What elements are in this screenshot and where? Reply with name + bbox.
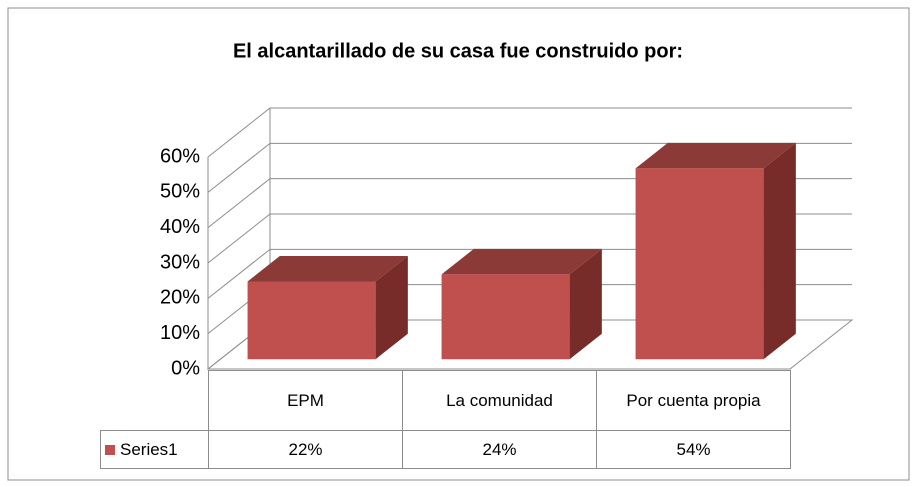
legend-cell: Series1 — [100, 430, 209, 469]
category-row: EPM La comunidad Por cuenta propia — [100, 370, 791, 431]
value-label: 24% — [402, 430, 597, 469]
series-row: Series1 22% 24% 54% — [100, 430, 791, 469]
bar — [247, 281, 376, 360]
value-label: 54% — [596, 430, 791, 469]
bar-side — [763, 142, 796, 360]
value-label: 22% — [208, 430, 403, 469]
bar — [441, 274, 570, 360]
legend-key — [105, 444, 115, 455]
y-tick-label: 50% — [160, 181, 200, 203]
y-tick-label: 20% — [160, 287, 200, 309]
chart-title: El alcantarillado de su casa fue constru… — [233, 40, 683, 62]
category-label: Por cuenta propia — [596, 370, 791, 431]
bar-top — [247, 255, 408, 282]
legend-label: Series1 — [120, 439, 178, 459]
bar — [635, 168, 764, 360]
y-tick-label: 40% — [160, 216, 200, 238]
data-table: EPM La comunidad Por cuenta propia Series1 2… — [100, 370, 791, 469]
y-tick-label: 10% — [160, 322, 200, 344]
grid-line — [207, 142, 852, 193]
grid-line — [207, 107, 852, 158]
bar-side — [569, 248, 602, 360]
category-label: La comunidad — [402, 370, 597, 431]
y-tick-label: 30% — [160, 251, 200, 273]
y-tick-label: 60% — [160, 145, 200, 167]
blank-cell — [100, 370, 209, 431]
bar-top — [635, 142, 796, 169]
bar-side — [375, 255, 408, 360]
category-label: EPM — [208, 370, 403, 431]
bar-top — [441, 248, 602, 275]
